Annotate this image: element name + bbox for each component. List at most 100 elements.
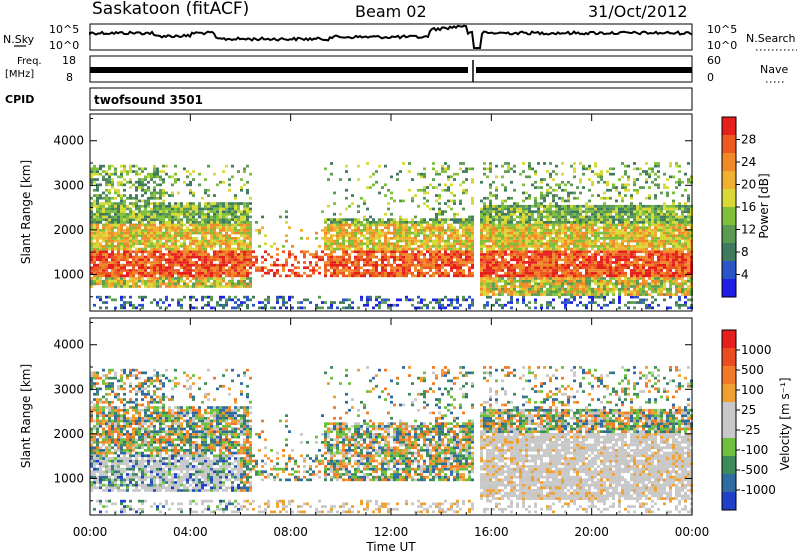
power-cell — [162, 202, 165, 205]
power-cell — [117, 285, 120, 288]
power-cell — [237, 223, 240, 227]
power-cell — [240, 186, 243, 189]
power-cell — [186, 285, 189, 288]
power-cell — [582, 164, 585, 168]
power-cell — [396, 303, 399, 307]
power-cell — [249, 261, 252, 264]
power-cell — [111, 237, 114, 240]
power-cell — [93, 215, 96, 219]
power-cell — [105, 207, 108, 211]
power-cell — [129, 274, 132, 278]
power-cell — [546, 247, 549, 251]
power-cell — [408, 234, 411, 237]
power-cell — [135, 242, 138, 246]
power-cell — [108, 183, 111, 187]
power-cell — [117, 207, 120, 211]
power-cell — [201, 269, 204, 272]
power-cell — [345, 245, 348, 248]
power-cell — [90, 180, 93, 184]
power-cell — [150, 266, 153, 270]
power-cell — [108, 215, 111, 219]
power-cell — [123, 245, 126, 248]
power-cell — [561, 242, 564, 246]
power-cell — [225, 261, 228, 264]
power-cell — [483, 274, 486, 278]
power-cell — [132, 271, 135, 275]
power-cell — [507, 239, 510, 243]
power-cell — [192, 274, 195, 278]
power-cell — [519, 172, 522, 176]
power-cell — [528, 301, 531, 304]
power-cell — [417, 172, 420, 176]
power-cell — [204, 277, 207, 280]
power-cell — [612, 245, 615, 248]
power-cell — [417, 229, 420, 232]
power-cell — [249, 215, 252, 219]
power-cell — [129, 202, 132, 205]
power-cell — [114, 274, 117, 278]
power-cell — [210, 204, 213, 208]
power-cell — [327, 223, 330, 227]
power-cell — [297, 306, 300, 310]
power-cell — [153, 279, 156, 283]
power-cell — [495, 223, 498, 227]
power-cell — [228, 258, 231, 262]
power-cell — [150, 191, 153, 195]
power-cell — [543, 245, 546, 248]
power-cell — [162, 215, 165, 219]
power-cell — [594, 242, 597, 246]
power-cell — [129, 167, 132, 171]
power-cell — [486, 218, 489, 221]
power-cell — [351, 301, 354, 304]
power-cell — [204, 218, 207, 221]
power-cell — [123, 164, 126, 168]
power-cell — [531, 271, 534, 275]
power-cell — [249, 237, 252, 240]
power-cell — [318, 306, 321, 310]
power-cell — [333, 250, 336, 254]
power-cell — [105, 277, 108, 280]
power-cell — [468, 215, 471, 219]
power-cell — [471, 303, 474, 307]
power-cell — [366, 218, 369, 221]
power-cell — [204, 212, 207, 216]
power-cell — [528, 231, 531, 235]
power-cell — [606, 180, 609, 184]
power-cell — [588, 218, 591, 221]
power-cell — [390, 218, 393, 221]
power-cell — [198, 207, 201, 211]
power-cell — [486, 301, 489, 304]
power-cell — [132, 212, 135, 216]
power-cell — [528, 266, 531, 270]
power-cell — [105, 194, 108, 197]
power-cell — [129, 247, 132, 251]
power-cell — [189, 215, 192, 219]
power-cell — [141, 250, 144, 254]
power-cell — [426, 239, 429, 243]
power-cell — [108, 266, 111, 270]
power-cell — [105, 229, 108, 232]
power-cell — [564, 282, 567, 286]
power-cell — [615, 277, 618, 280]
power-cell — [492, 229, 495, 232]
power-cell — [459, 274, 462, 278]
power-cell — [552, 253, 555, 256]
power-cell — [93, 253, 96, 256]
power-cell — [471, 229, 474, 232]
power-cell — [447, 239, 450, 243]
power-cell — [600, 290, 603, 294]
power-cell — [522, 210, 525, 213]
power-cell — [576, 231, 579, 235]
power-cell — [324, 301, 327, 304]
power-cell — [540, 285, 543, 288]
power-cell — [378, 234, 381, 237]
power-cell — [189, 269, 192, 272]
power-cell — [390, 175, 393, 179]
power-cell — [228, 212, 231, 216]
power-cell — [195, 253, 198, 256]
power-cell — [483, 263, 486, 267]
power-cell — [471, 271, 474, 275]
power-cell — [498, 207, 501, 211]
power-cell — [330, 247, 333, 251]
power-cell — [360, 253, 363, 256]
